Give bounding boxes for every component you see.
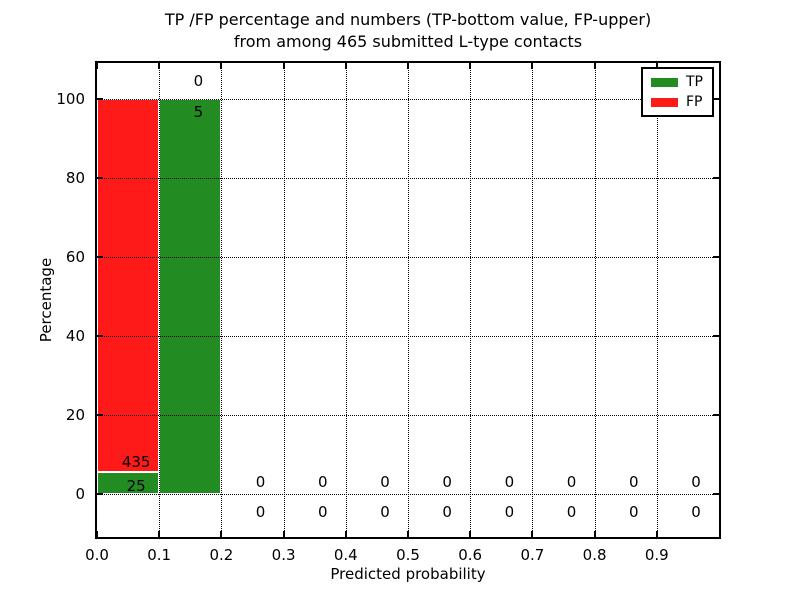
bar-label-tp: 0: [629, 502, 639, 521]
x-tick-mark-top: [593, 63, 596, 69]
y-tick-mark-right: [713, 97, 719, 100]
x-tick-mark: [282, 531, 285, 537]
x-tick-mark-top: [531, 63, 534, 69]
bar-label-fp: 0: [629, 472, 639, 491]
gridline-x: [532, 63, 534, 537]
x-tick-label: 0.3: [271, 546, 296, 564]
y-tick-mark: [97, 97, 103, 100]
chart-title-line2: from among 465 submitted L-type contacts: [233, 32, 583, 51]
x-tick-label: 0.9: [644, 546, 669, 564]
bar-label-fp: 0: [504, 472, 515, 491]
x-tick-mark: [655, 531, 658, 537]
bar-label-fp: 0: [566, 472, 577, 491]
x-tick-label: 0.0: [85, 546, 109, 564]
legend-label: FP: [686, 94, 703, 110]
y-tick-mark: [97, 334, 103, 337]
x-tick-label: 0.6: [458, 546, 483, 564]
bar-label-tp: 0: [318, 502, 328, 521]
bar-label-tp: 25: [126, 477, 146, 496]
gridline-x: [221, 63, 223, 537]
bar-tp: [159, 98, 222, 494]
x-tick-mark-top: [344, 63, 347, 69]
y-tick-mark-right: [713, 176, 719, 179]
gridline-x: [656, 63, 658, 537]
x-tick-mark-top: [407, 63, 409, 69]
y-tick-mark: [97, 413, 103, 416]
y-tick-label: 40: [65, 326, 85, 345]
x-tick-label: 0.8: [582, 546, 607, 564]
legend-swatch-fp: [651, 97, 678, 107]
y-tick-label: 100: [56, 89, 85, 108]
chart-title-line1: TP /FP percentage and numbers (TP-bottom…: [164, 10, 652, 29]
x-tick-mark: [593, 531, 596, 537]
y-tick-mark: [97, 176, 103, 179]
legend: TP FP: [641, 67, 714, 117]
x-tick-mark: [531, 531, 534, 537]
chart-title: TP /FP percentage and numbers (TP-bottom…: [96, 9, 720, 53]
y-tick-mark: [97, 492, 103, 495]
x-tick-label: 0.2: [209, 546, 234, 564]
x-tick-label: 0.7: [520, 546, 545, 564]
x-axis-label: Predicted probability: [330, 565, 486, 583]
x-tick-label: 0.5: [396, 546, 420, 564]
bar-tp: [97, 472, 160, 494]
gridline-x: [283, 63, 285, 537]
x-tick-mark: [469, 531, 472, 537]
bar-label-fp: 0: [380, 472, 390, 491]
bar-label-fp: 0: [318, 472, 328, 491]
bar-label-tp: 0: [566, 502, 577, 521]
y-tick-label: 0: [75, 484, 85, 503]
x-tick-mark-top: [282, 63, 285, 69]
bar-label-tp: 0: [504, 502, 515, 521]
bar-label-tp: 0: [380, 502, 390, 521]
y-tick-mark: [97, 255, 103, 258]
bar-label-fp: 0: [691, 472, 701, 491]
bar-label-fp: 435: [121, 452, 151, 471]
gridline-x: [159, 63, 161, 537]
gridline-x: [345, 63, 347, 537]
legend-label: TP: [686, 74, 703, 90]
bar-label-tp: 0: [691, 502, 701, 521]
y-tick-mark-right: [713, 334, 719, 337]
bar-label-fp: 0: [193, 71, 204, 90]
plot-area: TP FP 435 25 0 5 0 0 0 0 0 0 0 0 0 0 0 0 0 0 0 0 0.0 0.1 0.2 0.3…: [56, 61, 721, 564]
legend-entry-fp: FP: [651, 95, 703, 109]
bar-label-tp: 0: [442, 502, 452, 521]
x-tick-label: 0.1: [147, 546, 172, 564]
legend-entry-tp: TP: [651, 75, 703, 89]
legend-swatch-tp: [651, 77, 678, 87]
x-tick-mark: [220, 531, 223, 537]
bar-fp: [97, 98, 160, 473]
x-tick-mark-top: [655, 63, 658, 69]
x-tick-mark: [344, 531, 347, 537]
x-tick-mark: [158, 531, 161, 537]
gridline-x: [470, 63, 472, 537]
gridline-x: [594, 63, 596, 537]
x-tick-mark-top: [158, 63, 161, 69]
x-tick-mark-top: [220, 63, 223, 69]
x-tick-mark-top: [469, 63, 472, 69]
x-tick-label: 0.4: [333, 546, 358, 564]
x-tick-mark-top: [96, 63, 98, 69]
x-tick-mark: [96, 531, 98, 537]
bar-label-tp: 5: [193, 103, 204, 122]
y-tick-mark-right: [713, 413, 719, 416]
y-tick-mark-right: [713, 255, 719, 258]
y-tick-label: 80: [65, 168, 85, 187]
bar-label-fp: 0: [255, 472, 266, 491]
gridline-x: [408, 63, 409, 537]
y-tick-label: 20: [65, 405, 85, 424]
bar-label-fp: 0: [442, 472, 452, 491]
y-tick-label: 60: [65, 247, 85, 266]
y-tick-mark-right: [713, 492, 719, 495]
x-tick-mark: [407, 531, 409, 537]
bar-label-tp: 0: [255, 502, 266, 521]
